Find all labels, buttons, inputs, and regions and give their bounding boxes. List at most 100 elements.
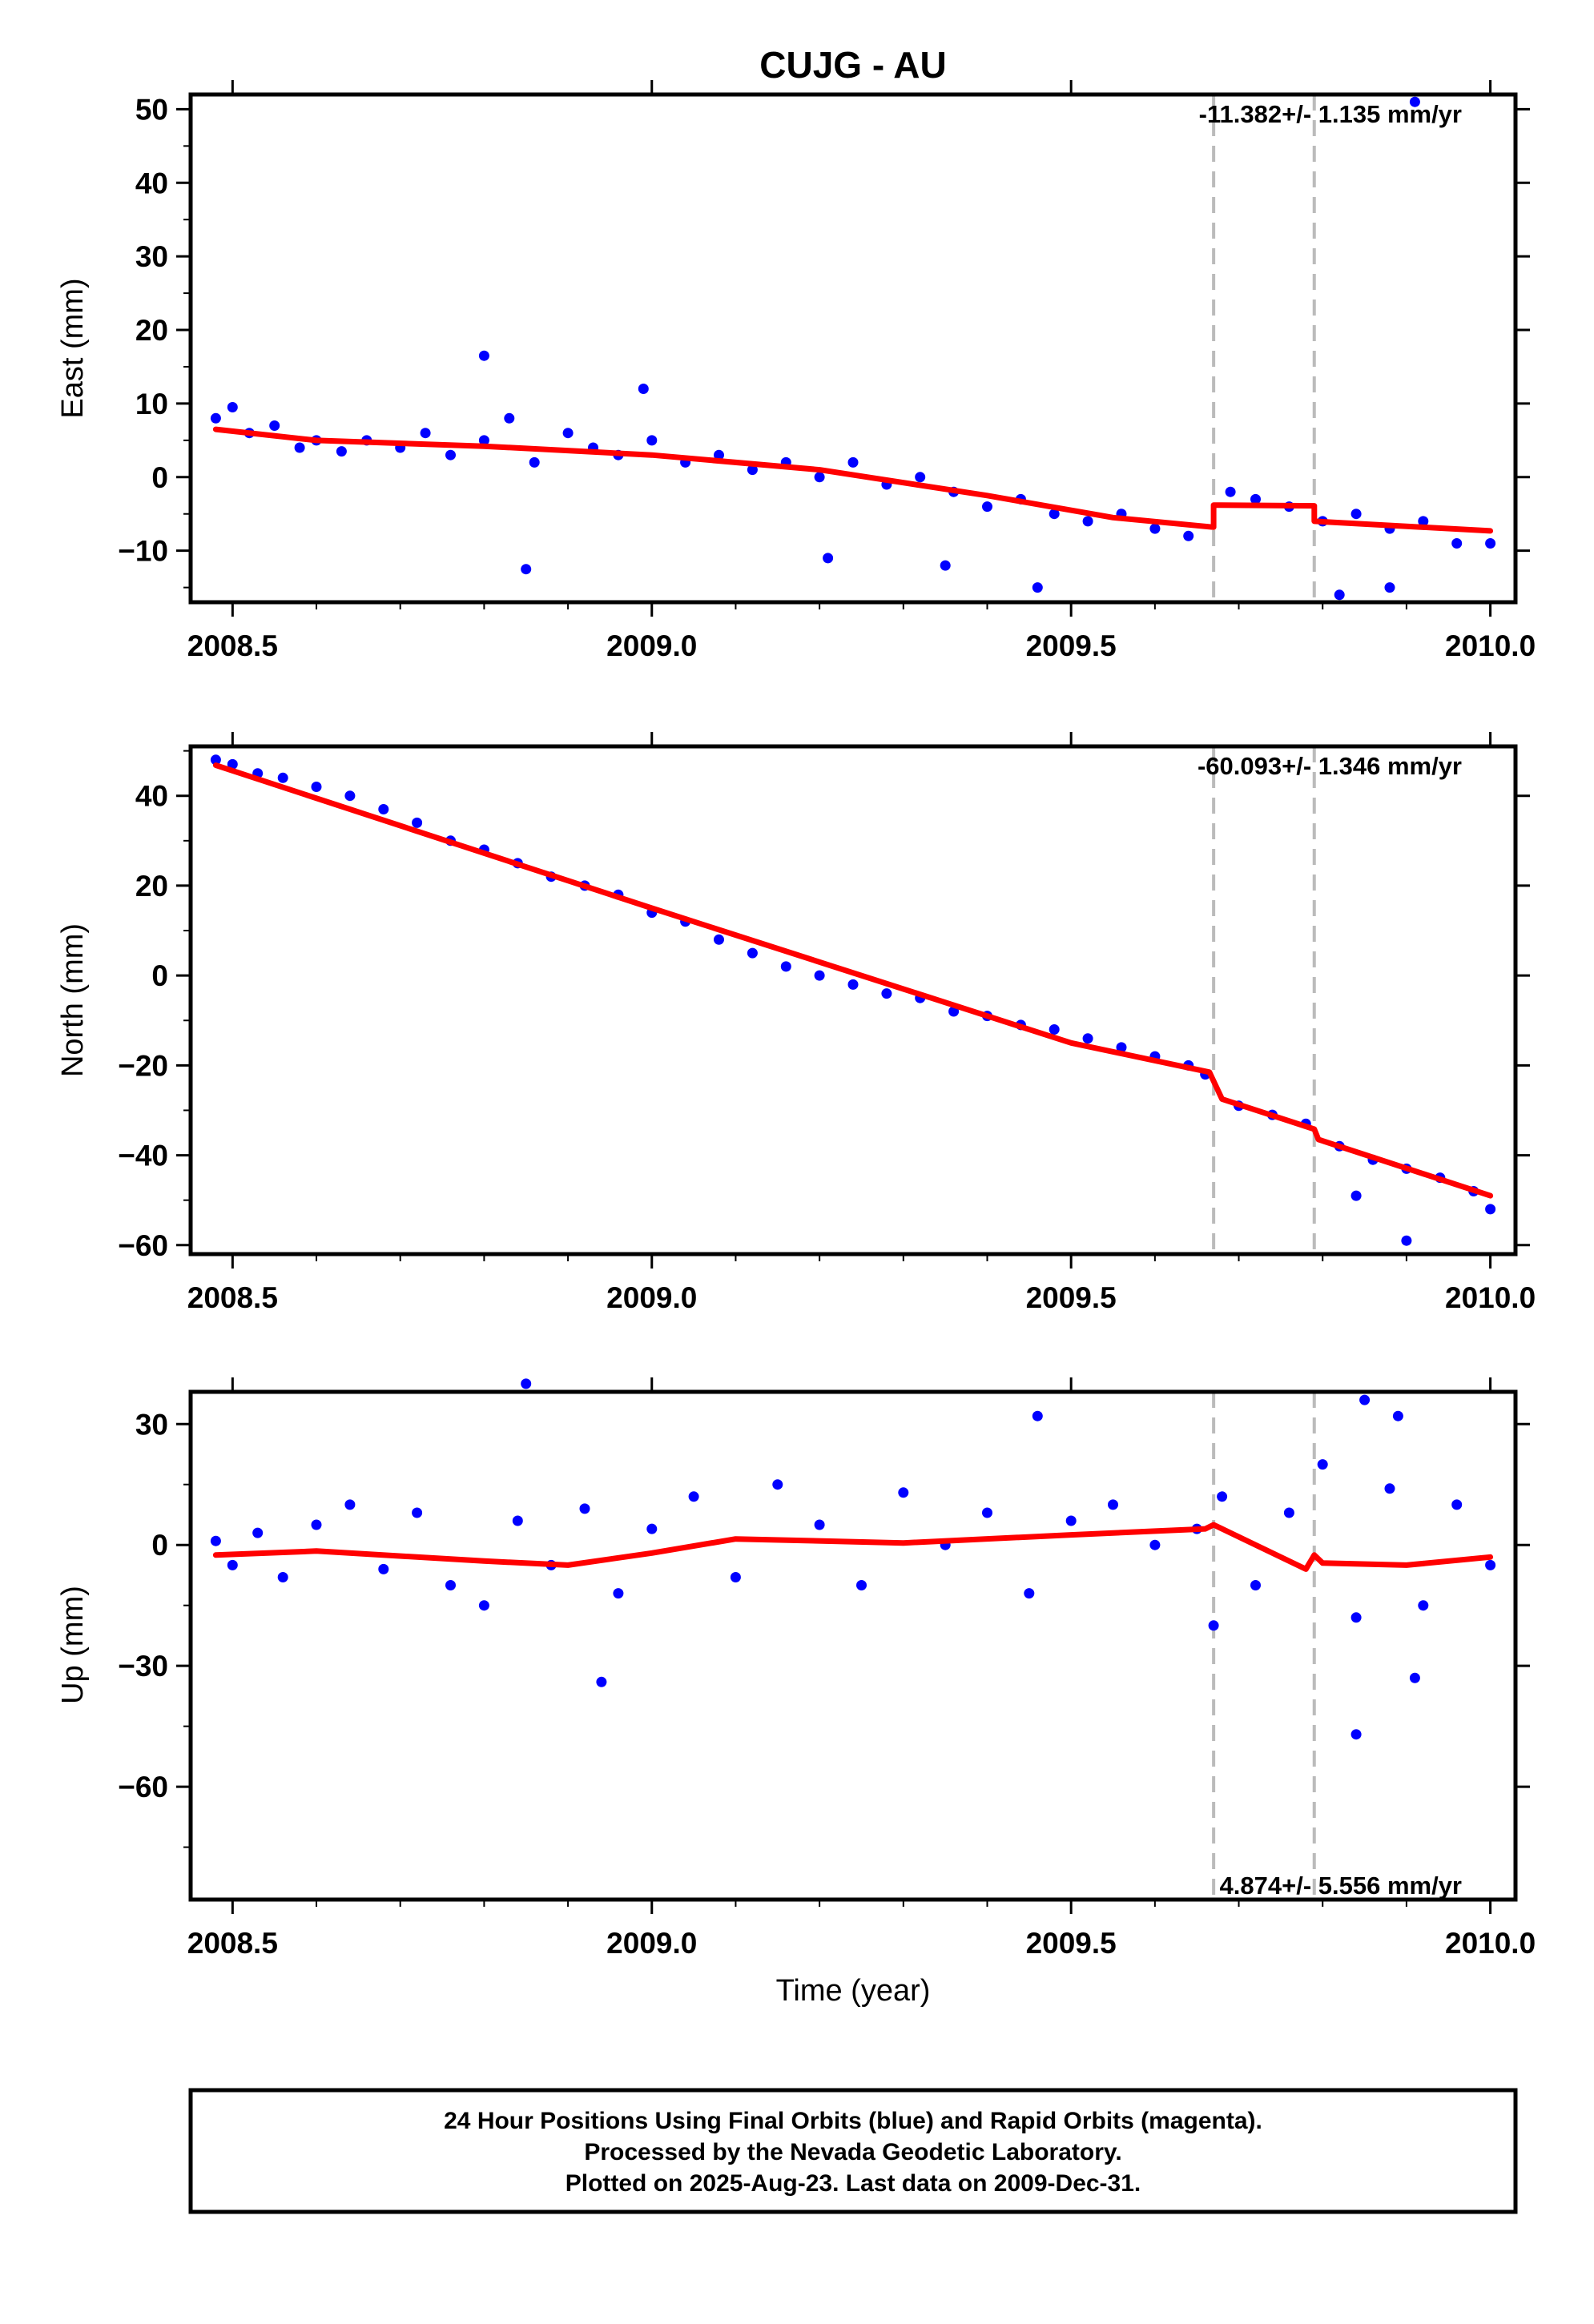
up-point [344,1499,356,1510]
up-point [1392,1410,1403,1421]
north-point [814,970,825,981]
footer-line-2: Processed by the Nevada Geodetic Laborat… [584,2139,1121,2165]
east-point [478,435,489,446]
north-y-axis-label: North (mm) [56,923,90,1077]
east-rate-label: -11.382+/- 1.135 mm/yr [1199,100,1462,128]
up-point [252,1527,264,1538]
north-point [1350,1190,1362,1201]
east-point [1384,582,1395,593]
up-point [378,1563,389,1574]
east-point [1451,538,1463,549]
north-point [210,754,221,766]
east-point [521,564,532,575]
up-y-axis-label: Up (mm) [56,1586,90,1704]
east-point [445,449,456,460]
up-point [982,1507,992,1518]
up-x-tick-label: 2009.0 [606,1927,697,1960]
north-point [227,758,238,770]
north-point [1049,1024,1060,1035]
up-x-tick-label: 2010.0 [1445,1927,1536,1960]
east-point [1082,516,1093,527]
north-point [780,961,791,972]
up-point [1032,1410,1043,1421]
north-point [277,772,288,783]
north-point [311,782,322,792]
north-fit-line [212,762,1494,1199]
east-x-tick-label: 2010.0 [1445,629,1536,662]
up-point [1250,1580,1261,1590]
east-point [1409,96,1420,107]
up-point [688,1491,699,1502]
east-x-tick-label: 2008.5 [187,629,278,662]
north-x-tick-label: 2008.5 [187,1281,278,1314]
east-point [747,464,758,476]
up-point [1350,1729,1362,1740]
up-point [521,1378,532,1389]
east-point [210,412,221,424]
north-panel: -60.093+/- 1.346 mm/yr North (mm) −60 −40… [56,732,1536,1314]
east-point [227,402,238,412]
up-point [1065,1515,1077,1526]
up-y-tick-label: −30 [118,1650,168,1683]
east-point [1183,530,1194,541]
up-point [412,1507,423,1518]
up-point [1485,1559,1496,1570]
up-rate-label: 4.874+/- 5.556 mm/yr [1220,1872,1462,1900]
north-point [747,947,758,959]
east-point [1149,523,1161,534]
up-point [1359,1394,1371,1405]
up-point [596,1676,607,1687]
up-point [1409,1672,1420,1683]
north-point [1116,1042,1127,1053]
up-point [512,1515,523,1526]
up-point [1451,1499,1463,1510]
up-point [898,1487,909,1498]
north-y-tick-label: −60 [118,1229,168,1262]
east-y-tick-label: 50 [135,93,168,126]
east-point [269,420,280,431]
up-point [1208,1620,1219,1631]
north-rate-label: -60.093+/- 1.346 mm/yr [1198,752,1462,780]
east-point [1418,516,1429,527]
north-point [378,804,389,814]
east-x-tick-label: 2009.5 [1026,629,1117,662]
north-point [1082,1033,1093,1044]
east-y-tick-label: 0 [151,461,168,494]
north-plot-frame [188,744,1518,1256]
north-x-tick-label: 2010.0 [1445,1281,1536,1314]
up-point [1384,1483,1395,1494]
up-point [1149,1539,1161,1550]
up-point [814,1519,825,1530]
x-axis-label: Time (year) [776,1974,931,2008]
east-point [1334,589,1345,601]
east-point [714,449,724,460]
north-y-tick-label: 40 [135,780,168,813]
up-point [1317,1459,1328,1470]
up-point [277,1572,288,1582]
east-point [294,442,305,453]
east-point [1225,486,1236,497]
up-y-tick-label: −60 [118,1771,168,1803]
east-point [823,553,834,564]
up-point [1024,1588,1035,1599]
east-y-tick-label: 20 [135,314,168,347]
north-y-tick-label: 20 [135,870,168,903]
north-x-tick-label: 2009.5 [1026,1281,1117,1314]
up-point [227,1559,238,1570]
up-panel: 4.874+/- 5.556 mm/yr Up (mm) −60 −30 0 30 20… [56,1377,1536,1960]
east-point [420,428,431,439]
east-point [1049,509,1060,520]
up-point [1418,1600,1429,1611]
up-x-tick-label: 2009.5 [1026,1927,1117,1960]
north-point [344,790,356,802]
up-point [478,1600,489,1611]
north-point [1401,1235,1412,1246]
east-point [529,456,540,468]
up-point [856,1580,867,1590]
footer-box: 24 Hour Positions Using Final Orbits (bl… [188,2088,1518,2214]
east-point [814,472,825,483]
east-y-tick-label: −10 [118,535,168,568]
up-x-tick-label: 2008.5 [187,1927,278,1960]
